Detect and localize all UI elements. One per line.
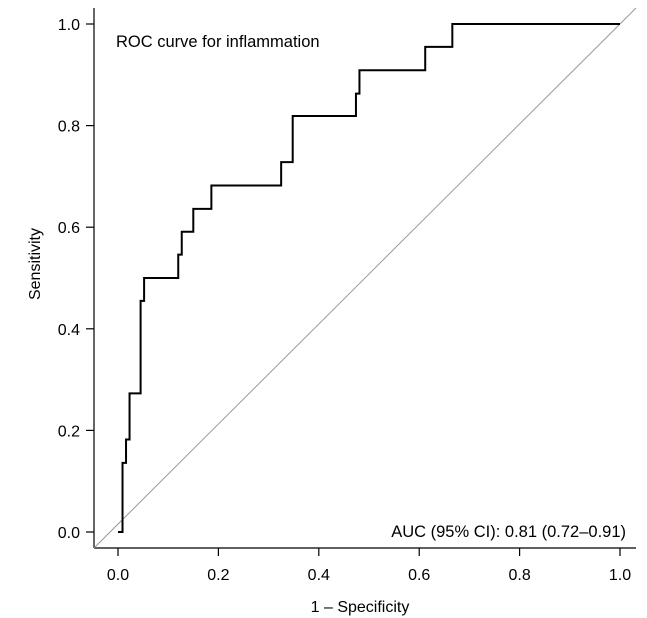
x-tick-label: 0.0 bbox=[107, 567, 129, 584]
x-tick-label: 0.8 bbox=[508, 567, 530, 584]
roc-curve-line bbox=[118, 23, 620, 533]
y-tick-label: 0.2 bbox=[58, 423, 80, 440]
y-tick-label: 0.6 bbox=[58, 220, 80, 237]
y-tick-label: 1.0 bbox=[58, 17, 80, 34]
reference-diagonal-line bbox=[93, 7, 637, 549]
y-tick-label: 0.8 bbox=[58, 119, 80, 136]
y-axis-label: Sensitivity bbox=[27, 228, 44, 300]
x-axis-ticks: 0.0 0.2 0.4 0.6 0.8 1.0 bbox=[107, 548, 631, 584]
y-axis-ticks: 0.0 0.2 0.4 0.6 0.8 1.0 bbox=[58, 17, 94, 542]
x-axis-label: 1 – Specificity bbox=[311, 599, 410, 616]
y-tick-label: 0.0 bbox=[58, 525, 80, 542]
x-tick-label: 1.0 bbox=[609, 567, 631, 584]
auc-annotation: AUC (95% CI): 0.81 (0.72–0.91) bbox=[391, 523, 626, 541]
curve-label: ROC curve for inflammation bbox=[116, 33, 320, 51]
y-tick-label: 0.4 bbox=[58, 322, 80, 339]
x-tick-label: 0.2 bbox=[207, 567, 229, 584]
x-tick-label: 0.4 bbox=[308, 567, 330, 584]
x-tick-label: 0.6 bbox=[408, 567, 430, 584]
